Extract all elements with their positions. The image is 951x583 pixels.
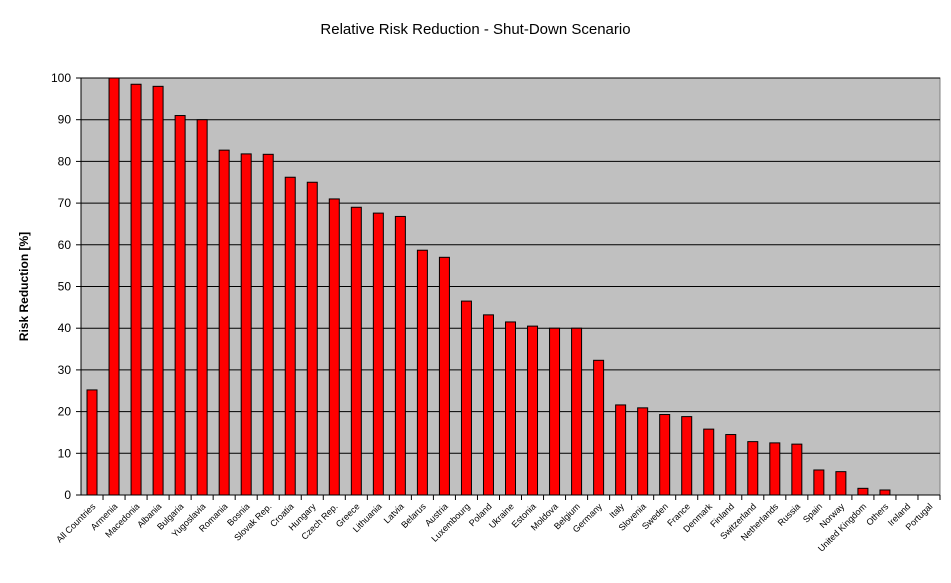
y-tick-label: 50	[58, 280, 72, 294]
bar	[835, 471, 847, 496]
bar	[284, 176, 296, 496]
y-axis-label: Risk Reduction [%]	[17, 232, 31, 341]
bar	[328, 198, 340, 496]
y-tick-label: 0	[64, 488, 71, 502]
bar	[725, 434, 737, 496]
bar	[482, 314, 494, 496]
y-tick-label: 30	[58, 363, 72, 377]
bar	[769, 442, 781, 496]
bar	[791, 443, 803, 496]
bar	[659, 414, 671, 496]
bar	[615, 404, 627, 496]
x-tick-label: Ukraine	[487, 501, 516, 530]
y-tick-label: 60	[58, 238, 72, 252]
x-tick-label: Russia	[776, 501, 803, 528]
bar	[879, 489, 891, 496]
bar	[813, 469, 825, 496]
y-tick-label: 70	[58, 196, 72, 210]
bar	[152, 85, 164, 496]
bar	[262, 153, 274, 496]
chart-title: Relative Risk Reduction - Shut-Down Scen…	[320, 21, 631, 38]
x-tick-label: Belarus	[399, 501, 428, 530]
bar	[174, 115, 186, 496]
bar	[438, 256, 450, 496]
y-tick-labels: 0 10 20 30 40 50 60 70 80 90 100	[51, 71, 71, 502]
y-tick-label: 100	[51, 71, 71, 85]
bar	[703, 428, 715, 496]
bar	[857, 487, 869, 496]
bar	[416, 249, 428, 496]
bar	[681, 416, 693, 496]
y-tick-label: 10	[58, 446, 72, 460]
bar	[86, 389, 98, 496]
bar	[372, 212, 384, 496]
bar	[637, 407, 649, 496]
bar	[549, 327, 561, 496]
bar	[108, 77, 120, 496]
y-tick-label: 20	[58, 405, 72, 419]
bar	[350, 206, 362, 496]
bar	[593, 359, 605, 496]
y-tick-label: 80	[58, 154, 72, 168]
x-tick-label: Others	[864, 501, 891, 528]
bar	[460, 300, 472, 496]
y-tick-label: 40	[58, 321, 72, 335]
bar	[240, 153, 252, 496]
bar	[505, 321, 516, 496]
bars	[86, 77, 891, 496]
bar	[196, 119, 208, 496]
bar	[130, 83, 142, 496]
bar	[527, 325, 539, 496]
x-tick-labels: All CountriesArmeniaMacedoniaAlbaniaBulg…	[54, 501, 934, 554]
bar	[218, 149, 230, 496]
bar	[747, 441, 759, 496]
bar	[571, 327, 583, 496]
y-tick-label: 90	[58, 113, 72, 127]
axes	[76, 77, 941, 500]
bar	[394, 215, 406, 496]
bar	[306, 181, 318, 496]
x-tick-label: Italy	[607, 501, 626, 520]
